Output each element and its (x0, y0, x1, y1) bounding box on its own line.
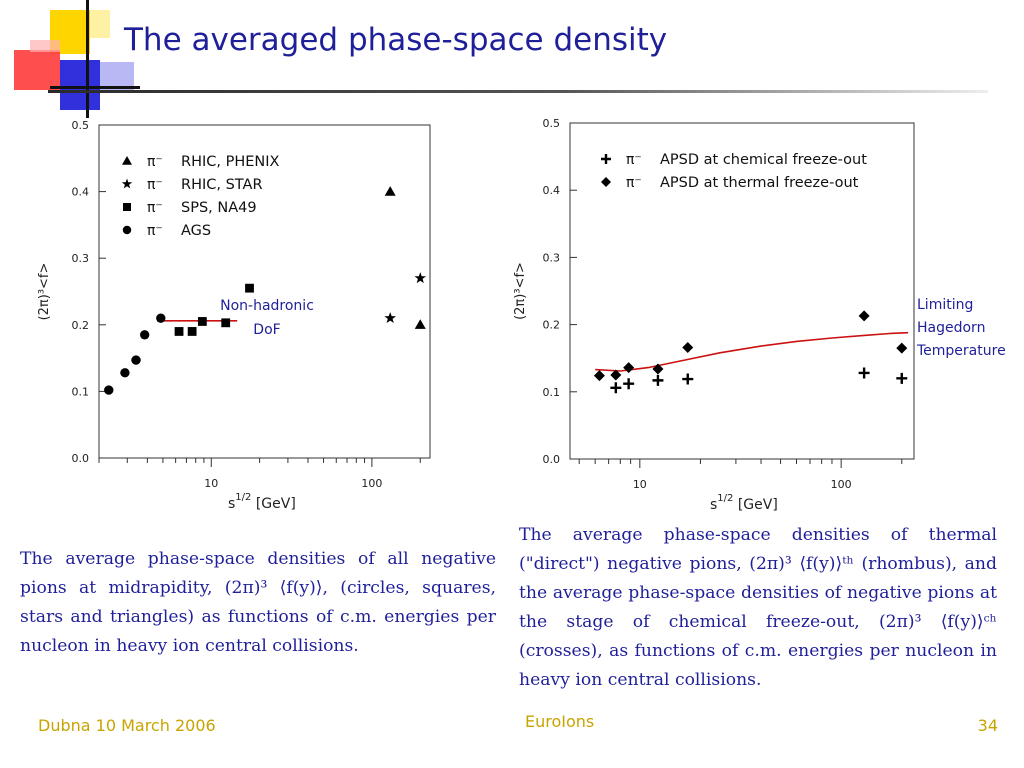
data-point-diamond (896, 342, 908, 354)
plot-frame (98, 124, 431, 459)
data-point-diamond (610, 369, 622, 381)
data-point-circle (131, 355, 141, 365)
legend-marker (121, 178, 133, 189)
chart-left: 0.0 0.1 0.2 0.3 0.4 0.5 10 100 s1/2 [GeV] (2π)³<f… (37, 119, 431, 512)
deco-horizontal-line (50, 86, 140, 89)
annotation-non-hadronic-line1: Non-hadronic (220, 298, 314, 314)
deco-red-square (14, 50, 60, 90)
deco-vertical-line (86, 0, 89, 118)
legend-marker (123, 203, 131, 211)
data-point-cross (858, 367, 870, 379)
annotation-hagedorn-line3: Temperature (917, 343, 1006, 359)
legend-particle: π⁻ (626, 152, 642, 168)
data-point-cross (652, 374, 664, 386)
data-point-cross (610, 382, 622, 394)
data-point-square (245, 283, 254, 293)
data-point-square (187, 327, 197, 336)
y-tick-label: 0.2 (72, 319, 90, 332)
legend-marker (601, 177, 611, 187)
x-axis-label: s1/2 [GeV] (710, 493, 778, 513)
data-point-circle (156, 313, 166, 323)
legend-particle: π⁻ (147, 177, 163, 193)
data-point-cross (896, 372, 908, 384)
data-point-cross (682, 373, 694, 385)
data-point-cross (623, 378, 635, 390)
legend-particle: π⁻ (626, 175, 642, 191)
y-tick-label: 0.4 (72, 186, 90, 199)
y-tick-label: 0.0 (543, 453, 561, 466)
footer-date: Dubna 10 March 2006 (38, 716, 216, 735)
legend-marker (122, 225, 132, 235)
annotation-non-hadronic: Non-hadronic DoF (208, 294, 326, 342)
legend-label: SPS, NA49 (181, 200, 257, 216)
x-axis-label: s1/2 [GeV] (228, 492, 296, 512)
y-tick-label: 0.0 (72, 452, 90, 465)
fit-line (595, 331, 909, 372)
annotation-hagedorn-line1: Limiting (917, 297, 974, 313)
footer-event: EuroIons (525, 712, 595, 731)
legend-particle: π⁻ (147, 154, 163, 170)
deco-blue-square (60, 60, 100, 110)
deco-blue-fade (100, 62, 134, 90)
data-point-triangle (384, 186, 396, 196)
legend-particle: π⁻ (147, 200, 163, 216)
data-point-circle (140, 330, 150, 340)
legend-marker (122, 156, 132, 165)
data-point-circle (120, 368, 130, 378)
legend-marker (601, 154, 611, 164)
y-tick-label: 0.5 (72, 119, 90, 132)
title-decoration (14, 0, 140, 118)
caption-left: The average phase-space densities of all… (20, 549, 496, 656)
x-tick-label: 100 (831, 478, 852, 491)
data-point-square (221, 318, 231, 328)
legend-label: RHIC, STAR (181, 177, 263, 193)
y-tick-label: 0.1 (543, 386, 561, 399)
y-tick-label: 0.2 (543, 319, 561, 332)
x-tick-label: 10 (633, 478, 647, 491)
deco-red-fade (30, 40, 60, 52)
legend-label: APSD at chemical freeze-out (660, 152, 867, 168)
y-tick-label: 0.3 (543, 251, 561, 264)
data-point-diamond (652, 363, 664, 375)
y-tick-label: 0.5 (543, 117, 561, 130)
x-tick-label: 10 (204, 477, 218, 490)
footer-page-number: 34 (977, 716, 998, 735)
y-axis-label: (2π)³<f> (37, 263, 52, 321)
title-underline (48, 90, 988, 93)
caption-right: The average phase-space densities of the… (519, 525, 997, 690)
x-tick-label: 100 (361, 477, 382, 490)
annotation-non-hadronic-line2: DoF (253, 322, 281, 338)
legend-label: AGS (181, 223, 211, 239)
data-point-square (174, 327, 184, 336)
y-tick-label: 0.1 (72, 385, 90, 398)
y-tick-label: 0.3 (72, 252, 90, 265)
y-axis-label: (2π)³<f> (513, 262, 528, 320)
data-point-diamond (682, 341, 694, 353)
data-point-triangle (414, 319, 426, 329)
legend-label: RHIC, PHENIX (181, 154, 280, 170)
page-title: The averaged phase-space density (124, 22, 668, 58)
data-point-diamond (593, 370, 605, 382)
chart-right: 0.0 0.1 0.2 0.3 0.4 0.5 10 100 s1/2 [GeV] (2π)³<f… (513, 117, 915, 513)
y-tick-label: 0.4 (543, 184, 561, 197)
data-point-diamond (858, 310, 870, 322)
annotation-hagedorn: Limiting Hagedorn Temperature (917, 294, 1006, 363)
annotation-hagedorn-line2: Hagedorn (917, 320, 986, 336)
data-point-circle (104, 385, 114, 395)
data-point-square (197, 317, 207, 326)
legend-label: APSD at thermal freeze-out (660, 175, 859, 191)
legend-particle: π⁻ (147, 223, 163, 239)
data-point-star (414, 272, 426, 284)
data-point-star (384, 312, 396, 323)
data-point-diamond (623, 362, 635, 374)
plot-frame (569, 122, 915, 460)
deco-yellow-fade (90, 10, 110, 38)
